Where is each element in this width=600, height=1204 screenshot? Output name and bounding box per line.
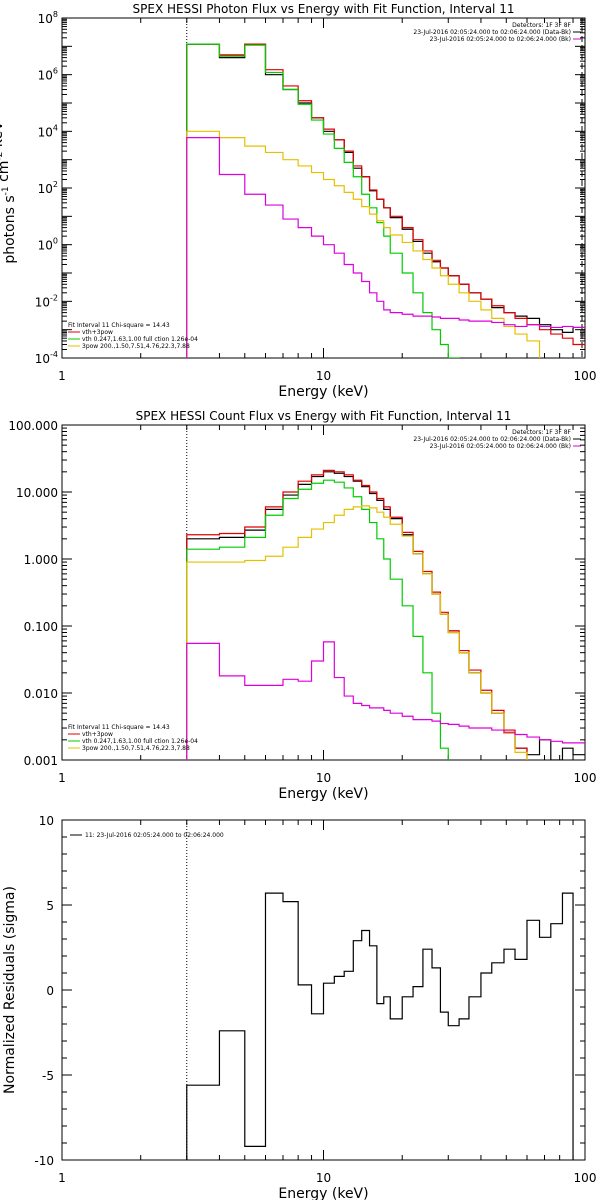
legend-fit-info: Fit Interval 11 Chi-square = 14.43 <box>68 724 170 731</box>
y-label-part: cm <box>0 161 12 182</box>
x-tick-label: 10 <box>316 771 331 785</box>
legend-top-entry: 23-Jul-2016 02:05:24.000 to 02:06:24.000… <box>430 443 571 450</box>
x-tick-label: 1 <box>58 771 66 785</box>
legend-fit-info: Fit Interval 11 Chi-square = 14.43 <box>68 322 170 329</box>
y-tick-label: 108 <box>38 10 58 26</box>
y-tick-base: 10 <box>35 295 50 309</box>
y-axis-label: photons s-1 cm-2 keV-1 <box>0 112 18 263</box>
series-4-line <box>186 505 528 760</box>
chart-panel-2: 1 10 100 0.001 0.010 0.100 1.000 10.000 100.000 S… <box>8 409 596 802</box>
y-tick-label: 10-2 <box>35 293 58 309</box>
x-axis-label: Energy (keV) <box>278 384 368 400</box>
y-tick-exponent: -2 <box>50 293 58 302</box>
x-tick-label: 100 <box>574 1171 597 1185</box>
y-tick-label: 104 <box>38 123 58 139</box>
y-tick-base: 10 <box>38 239 53 253</box>
series-group <box>186 892 574 1160</box>
y-tick-base: 10 <box>35 352 50 366</box>
x-tick-label: 1 <box>58 369 66 383</box>
series-5-line <box>186 641 585 760</box>
chart-title: SPEX HESSI Photon Flux vs Energy with Fi… <box>133 2 515 16</box>
y-label-exponent: -2 <box>0 152 5 161</box>
y-tick-label: 10-4 <box>35 350 58 366</box>
legend-top-entry: 23-Jul-2016 02:05:24.000 to 02:06:24.000… <box>430 36 571 43</box>
y-tick-base: 10 <box>38 12 53 26</box>
series-1-line <box>186 471 585 760</box>
y-tick-label: 1.000 <box>24 553 58 567</box>
y-tick-base: 10 <box>38 125 53 139</box>
y-tick-exponent: 0 <box>53 237 58 246</box>
y-tick-label: -10 <box>34 1154 54 1168</box>
series-4-line <box>186 130 541 358</box>
x-axis-label: Energy (keV) <box>278 786 368 802</box>
legend-entry: vth 0.247,1.63,1.00 full ction 1.26e-04 <box>82 336 198 343</box>
series-5-line <box>186 137 585 358</box>
legend-top-entry: 11: 23-Jul-2016 02:05:24.000 to 02:06:24… <box>85 832 224 839</box>
legend-entry: vth+3pow <box>82 731 113 738</box>
y-label-part: photons <box>2 203 18 264</box>
y-tick-label: 100.000 <box>8 419 58 433</box>
y-tick-label: -5 <box>42 1069 54 1083</box>
y-tick-base: 10 <box>38 182 53 196</box>
y-tick-label: 10 <box>39 814 54 828</box>
legend-entry: vth+3pow <box>82 329 113 336</box>
y-tick-label: 10.000 <box>16 486 58 500</box>
y-axis-label: Normalized Residuals (sigma) <box>2 886 18 1094</box>
plot-frame <box>61 17 586 359</box>
x-tick-label: 100 <box>574 771 597 785</box>
legend-top-entry: Detectors: 1F 3F 8F <box>512 429 571 436</box>
y-tick-label: 0.010 <box>24 687 58 701</box>
y-label-part: keV <box>0 121 6 147</box>
series-1-line <box>186 892 574 1160</box>
x-axis-label: Energy (keV) <box>278 1186 368 1200</box>
y-label-exponent: -1 <box>1 186 11 195</box>
series-group <box>186 43 585 358</box>
y-tick-exponent: 6 <box>53 67 58 76</box>
y-tick-label: 106 <box>38 67 58 83</box>
legend-entry: 3pow 200.,1.50,7.51,4.76,22.3,7.88 <box>82 343 190 350</box>
x-tick-label: 1 <box>58 1171 66 1185</box>
x-tick-label: 100 <box>574 369 597 383</box>
y-label-part: s <box>2 195 18 202</box>
legend-top-entry: 23-Jul-2016 02:05:24.000 to 02:06:24.000… <box>413 29 571 36</box>
y-tick-label: 100 <box>38 237 58 253</box>
legend-entry: vth 0.247,1.63,1.00 full ction 1.26e-04 <box>82 738 198 745</box>
y-tick-exponent: -4 <box>50 350 58 359</box>
y-tick-label: 0.001 <box>24 754 58 768</box>
y-tick-label: 0 <box>46 984 54 998</box>
series-1-line <box>186 43 585 358</box>
x-tick-label: 10 <box>316 1171 331 1185</box>
legend-entry: 3pow 200.,1.50,7.51,4.76,22.3,7.88 <box>82 745 190 752</box>
y-tick-exponent: 8 <box>53 10 58 19</box>
y-tick-exponent: 2 <box>53 180 58 189</box>
series-2-line <box>186 43 585 358</box>
y-tick-label: 0.100 <box>24 620 58 634</box>
legend-top-entry: 23-Jul-2016 02:05:24.000 to 02:06:24.000… <box>413 436 571 443</box>
chart-title: SPEX HESSI Count Flux vs Energy with Fit… <box>136 409 512 423</box>
x-tick-label: 10 <box>316 369 331 383</box>
y-tick-label: 5 <box>46 899 54 913</box>
y-tick-base: 10 <box>38 69 53 83</box>
y-tick-label: 102 <box>38 180 58 196</box>
legend-top-entry: Detectors: 1F 3F 8F <box>512 22 571 29</box>
series-3-line <box>186 479 449 760</box>
series-group <box>186 469 585 760</box>
y-tick-exponent: 4 <box>53 123 58 132</box>
series-3-line <box>186 43 460 358</box>
